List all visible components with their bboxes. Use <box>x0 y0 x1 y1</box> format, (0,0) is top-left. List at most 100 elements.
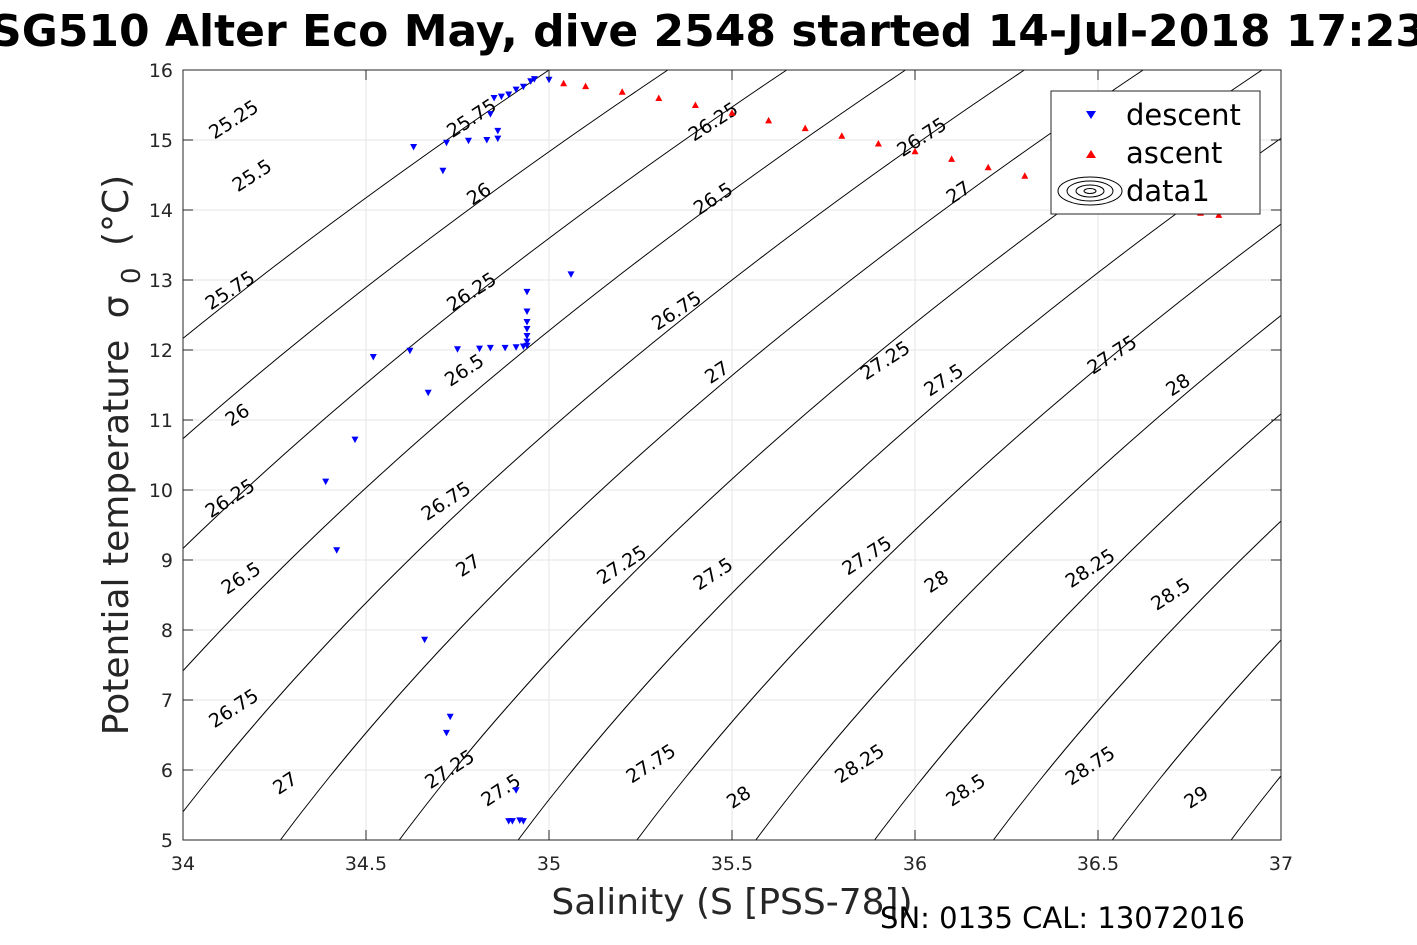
ascent-point <box>1215 211 1223 218</box>
descent-point <box>454 346 461 353</box>
descent-point <box>519 818 527 825</box>
ascent-point <box>1021 172 1029 179</box>
y-axis-label-main: Potential temperature <box>96 340 137 735</box>
descent-point <box>494 127 502 135</box>
legend-descent-marker <box>1086 111 1096 119</box>
y-tick-label: 15 <box>149 130 173 152</box>
contour-line <box>992 520 1281 840</box>
ascent-point <box>691 101 699 108</box>
contour-line <box>183 70 788 550</box>
contour-line <box>755 314 1281 840</box>
descent-point <box>446 713 454 721</box>
y-tick-label: 8 <box>161 620 173 642</box>
legend-descent-label: descent <box>1126 98 1241 132</box>
legend-ascent-label: ascent <box>1126 136 1222 170</box>
descent-point <box>545 76 553 84</box>
descent-point <box>523 319 531 326</box>
descent-point <box>567 271 575 278</box>
descent-point <box>523 326 531 333</box>
descent-point <box>494 135 502 143</box>
axis-tick-labels: 34 34.5 35 35.5 36 36.5 37 5 6 7 8 9 10 11 12 13 14 15 16 <box>149 60 1293 875</box>
ascent-point <box>911 147 919 155</box>
descent-point <box>333 547 341 554</box>
y-tick-label: 13 <box>149 270 173 292</box>
descent-point <box>501 344 509 352</box>
ascent-point <box>801 124 809 132</box>
descent-point <box>523 338 531 346</box>
descent-point <box>512 787 520 794</box>
y-tick-label: 7 <box>161 690 173 712</box>
ascent-point <box>560 79 568 87</box>
y-axis-label-subscript: 0 <box>117 267 147 284</box>
x-tick-label: 36 <box>903 853 927 875</box>
x-tick-label: 37 <box>1269 853 1293 875</box>
ascent-point <box>728 109 736 116</box>
legend-contour-icon <box>1057 176 1123 206</box>
descent-point <box>443 139 450 147</box>
ascent-point <box>618 88 626 95</box>
descent-point <box>486 111 494 118</box>
descent-point <box>512 344 520 351</box>
descent-point <box>421 636 429 644</box>
descent-point <box>369 354 377 361</box>
y-axis-label: Potential temperature σ 0 (°C) <box>96 175 149 735</box>
legend: descent ascent data1 <box>1050 90 1261 215</box>
descent-point <box>490 95 498 102</box>
descent-point <box>505 818 513 825</box>
contour-line <box>183 70 550 340</box>
x-tick-label: 34.5 <box>345 853 387 875</box>
legend-data1-label: data1 <box>1126 174 1210 208</box>
descent-point <box>523 288 531 296</box>
ascent-point <box>655 94 663 101</box>
y-axis-label-unit: (°C) <box>96 175 137 246</box>
contour-line <box>279 70 1145 840</box>
ascent-point <box>948 155 956 162</box>
descent-point <box>322 478 330 486</box>
svg-text:Potential temperature σ: Potential temperature σ 0 (°C) <box>96 175 149 735</box>
descent-point <box>483 137 491 144</box>
y-tick-label: 14 <box>149 200 173 222</box>
descent-point <box>443 729 450 737</box>
x-tick-label: 36.5 <box>1077 853 1119 875</box>
descent-point <box>424 389 432 397</box>
ascent-point <box>765 116 773 124</box>
contour-line <box>873 413 1281 840</box>
y-tick-label: 10 <box>149 480 173 502</box>
descent-point <box>410 144 418 151</box>
contour-line <box>183 70 907 672</box>
legend-ascent-marker <box>1086 150 1096 158</box>
descent-point <box>497 93 505 101</box>
contour-line <box>636 223 1281 840</box>
y-tick-label: 5 <box>161 830 173 852</box>
contour-line <box>1324 35 1417 875</box>
y-tick-label: 12 <box>149 340 173 362</box>
ascent-point <box>984 163 992 171</box>
x-axis-label: Salinity (S [PSS-78]) <box>551 882 912 923</box>
y-tick-label: 11 <box>149 410 173 432</box>
contour-line <box>183 70 669 440</box>
descent-point <box>519 83 527 91</box>
descent-point <box>512 86 520 94</box>
ascent-point <box>582 82 590 90</box>
ascent-point <box>874 140 882 147</box>
descent-point <box>530 76 538 83</box>
chart-title: SG510 Alter Eco May, dive 2548 started 1… <box>0 6 1417 57</box>
descent-point <box>476 345 483 353</box>
y-axis-label-symbol: σ <box>96 295 137 318</box>
contour-lines <box>183 35 1417 875</box>
contour-line <box>1111 639 1281 840</box>
ascent-point <box>838 132 846 139</box>
serial-calibration-text: SN: 0135 CAL: 13072016 <box>880 901 1245 935</box>
descent-point <box>505 91 513 98</box>
descent-point <box>527 78 535 85</box>
descent-point <box>519 343 527 350</box>
descent-point <box>523 308 531 315</box>
y-tick-label: 6 <box>161 760 173 782</box>
x-tick-label: 34 <box>171 853 195 875</box>
x-tick-label: 35.5 <box>711 853 753 875</box>
descent-point <box>406 347 414 355</box>
descent-point <box>465 137 472 145</box>
axis-ticks <box>182 69 1282 841</box>
contour-line <box>183 70 1026 813</box>
